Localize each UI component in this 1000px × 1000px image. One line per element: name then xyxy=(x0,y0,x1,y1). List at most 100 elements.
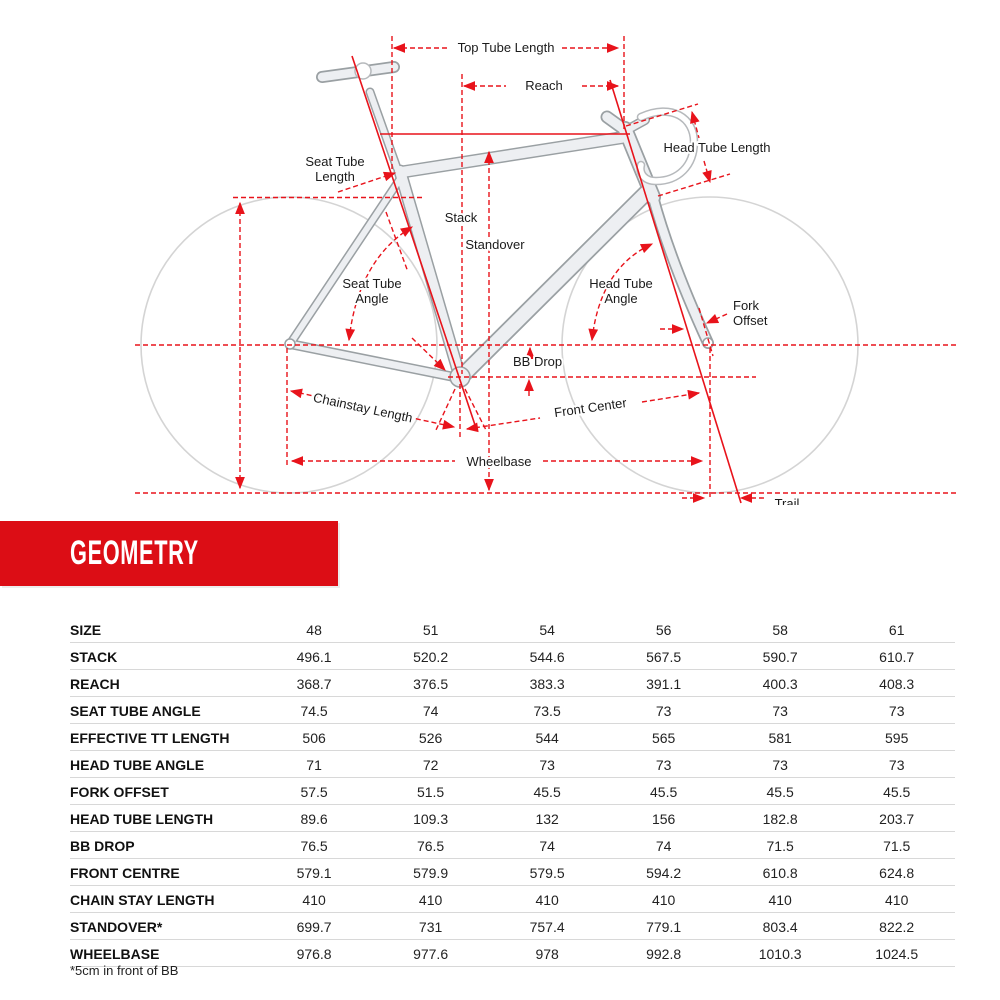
cell-value: 1010.3 xyxy=(721,939,839,967)
cell-value: 156 xyxy=(605,804,722,832)
table-row: FRONT CENTRE 579.1 579.9 579.5 594.2 610.8 624… xyxy=(70,858,955,886)
cell-value: 410 xyxy=(372,885,489,913)
cell-value: 89.6 xyxy=(255,804,373,832)
cell-value: 410 xyxy=(721,885,839,913)
cell-value: 45.5 xyxy=(605,777,722,805)
cell-value: 624.8 xyxy=(838,858,955,886)
cell-value: 51.5 xyxy=(372,777,489,805)
cell-value: 610.7 xyxy=(838,642,955,670)
cell-value: 544.6 xyxy=(488,642,606,670)
label-trail: Trail xyxy=(775,496,800,505)
cell-value: 73.5 xyxy=(488,696,606,724)
frame-fill xyxy=(286,62,713,383)
cell-value: 76.5 xyxy=(255,831,373,859)
cell-value: 526 xyxy=(372,723,489,751)
cell-value: 74 xyxy=(605,831,722,859)
cell-value: 779.1 xyxy=(605,912,722,940)
row-label: HEAD TUBE ANGLE xyxy=(70,750,256,778)
cell-value: 132 xyxy=(488,804,606,832)
cell-value: 74 xyxy=(488,831,606,859)
row-label: CHAIN STAY LENGTH xyxy=(70,885,256,913)
table-row: HEAD TUBE ANGLE 71 72 73 73 73 73 xyxy=(70,750,955,778)
cell-value: 410 xyxy=(255,885,373,913)
label-seat-tube-length: Seat Tube xyxy=(305,154,364,169)
label-bb-drop: BB Drop xyxy=(513,354,562,369)
size-value: 61 xyxy=(838,616,955,643)
cell-value: 400.3 xyxy=(721,669,839,697)
seat-tube-axis-line xyxy=(351,55,477,429)
cell-value: 74 xyxy=(372,696,489,724)
geometry-banner: GEOMETRY xyxy=(0,521,338,586)
cell-value: 203.7 xyxy=(838,804,955,832)
row-label: STACK xyxy=(70,642,256,670)
label-front-center: Front Center xyxy=(553,395,628,420)
size-header-row: SIZE 48 51 54 56 58 61 xyxy=(70,616,955,643)
row-label: BB DROP xyxy=(70,831,256,859)
row-label: HEAD TUBE LENGTH xyxy=(70,804,256,832)
cell-value: 376.5 xyxy=(372,669,489,697)
label-seat-tube-angle-2: Angle xyxy=(355,291,388,306)
table-footnote: *5cm in front of BB xyxy=(70,963,179,978)
cell-value: 506 xyxy=(255,723,373,751)
cell-value: 567.5 xyxy=(605,642,722,670)
cell-value: 73 xyxy=(838,750,955,778)
cell-value: 73 xyxy=(721,696,839,724)
label-stack: Stack xyxy=(445,210,478,225)
cell-value: 72 xyxy=(372,750,489,778)
cell-value: 73 xyxy=(605,696,722,724)
cell-value: 71 xyxy=(255,750,373,778)
row-label: EFFECTIVE TT LENGTH xyxy=(70,723,256,751)
cell-value: 410 xyxy=(488,885,606,913)
cell-value: 579.9 xyxy=(372,858,489,886)
size-value: 56 xyxy=(605,616,722,643)
cell-value: 731 xyxy=(372,912,489,940)
cell-value: 45.5 xyxy=(488,777,606,805)
table-row: STACK 496.1 520.2 544.6 567.5 590.7 610.7 xyxy=(70,642,955,670)
table-row: SEAT TUBE ANGLE 74.5 74 73.5 73 73 73 xyxy=(70,696,955,724)
label-wheelbase: Wheelbase xyxy=(466,454,531,469)
cell-value: 74.5 xyxy=(255,696,373,724)
cell-value: 699.7 xyxy=(255,912,373,940)
label-head-tube-angle-2: Angle xyxy=(604,291,637,306)
label-top-tube-length: Top Tube Length xyxy=(458,40,555,55)
bike-geometry-diagram: Top Tube Length Reach Head Tube Length S… xyxy=(135,36,958,505)
cell-value: 594.2 xyxy=(605,858,722,886)
table-row: CHAIN STAY LENGTH 410 410 410 410 410 410 xyxy=(70,885,955,913)
cell-value: 992.8 xyxy=(605,939,722,967)
cell-value: 45.5 xyxy=(721,777,839,805)
label-chainstay-length: Chainstay Length xyxy=(312,390,414,426)
cell-value: 976.8 xyxy=(255,939,373,967)
cell-value: 520.2 xyxy=(372,642,489,670)
cell-value: 73 xyxy=(721,750,839,778)
label-seat-tube-length-2: Length xyxy=(315,169,355,184)
size-value: 48 xyxy=(255,616,373,643)
cell-value: 391.1 xyxy=(605,669,722,697)
cell-value: 544 xyxy=(488,723,606,751)
cell-value: 71.5 xyxy=(838,831,955,859)
table-row: WHEELBASE 976.8 977.6 978 992.8 1010.3 1024.5 xyxy=(70,939,955,967)
cell-value: 109.3 xyxy=(372,804,489,832)
cell-value: 57.5 xyxy=(255,777,373,805)
handlebar xyxy=(636,107,699,186)
size-value: 54 xyxy=(488,616,606,643)
rear-dropout xyxy=(284,338,296,350)
cell-value: 73 xyxy=(488,750,606,778)
steering-axis-line xyxy=(609,79,742,504)
cell-value: 595 xyxy=(838,723,955,751)
cell-value: 565 xyxy=(605,723,722,751)
table-row: REACH 368.7 376.5 383.3 391.1 400.3 408.3 xyxy=(70,669,955,697)
label-standover: Standover xyxy=(465,237,525,252)
table-row: STANDOVER* 699.7 731 757.4 779.1 803.4 822.2 xyxy=(70,912,955,940)
geometry-table: SIZE 48 51 54 56 58 61 STACK 496.1 520.2 544.6 567.… xyxy=(70,616,955,967)
cell-value: 368.7 xyxy=(255,669,373,697)
cell-value: 1024.5 xyxy=(838,939,955,967)
cell-value: 581 xyxy=(721,723,839,751)
cell-value: 496.1 xyxy=(255,642,373,670)
cell-value: 383.3 xyxy=(488,669,606,697)
cell-value: 803.4 xyxy=(721,912,839,940)
cell-value: 76.5 xyxy=(372,831,489,859)
cell-value: 73 xyxy=(838,696,955,724)
cell-value: 410 xyxy=(838,885,955,913)
cell-value: 757.4 xyxy=(488,912,606,940)
